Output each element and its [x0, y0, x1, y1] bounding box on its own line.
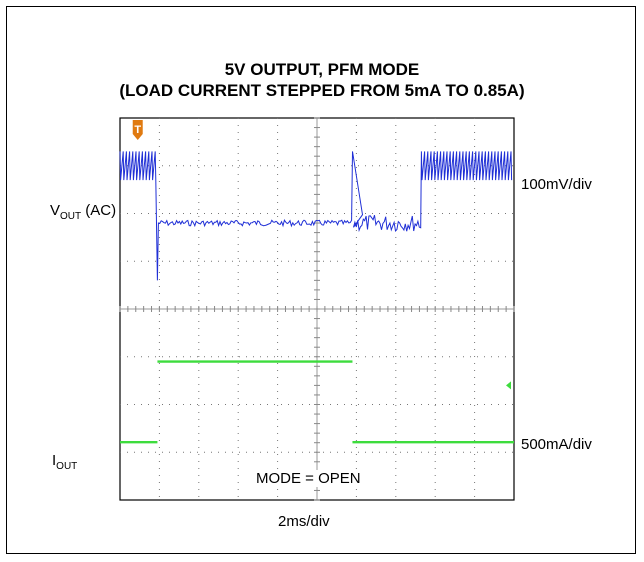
mode-annotation: MODE = OPEN [254, 470, 363, 487]
vout-label-name: V [50, 202, 60, 219]
vout-label-sub: OUT [60, 211, 81, 222]
trigger-marker-label: T [134, 124, 141, 136]
iout-scale-label: 500mA/div [521, 436, 592, 453]
vout-label-suffix: (AC) [81, 202, 116, 219]
iout-label-sub: OUT [56, 461, 77, 472]
x-axis-label: 2ms/div [278, 513, 330, 530]
iout-label: IOUT [52, 452, 77, 472]
vout-label: VOUT (AC) [50, 202, 116, 222]
vout-scale-label: 100mV/div [521, 176, 592, 193]
